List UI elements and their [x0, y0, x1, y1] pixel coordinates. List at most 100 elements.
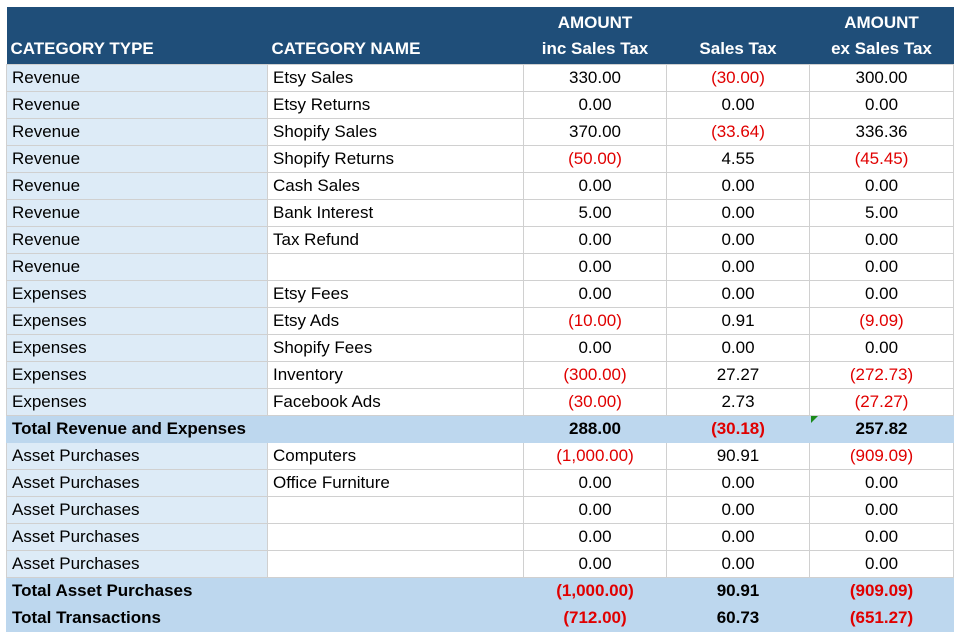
- amount-ex-tax-cell[interactable]: (27.27): [810, 389, 954, 416]
- amount-ex-tax-cell[interactable]: 0.00: [810, 254, 954, 281]
- amount-ex-tax-cell[interactable]: 0.00: [810, 335, 954, 362]
- amount-ex-tax-cell[interactable]: (909.09): [810, 443, 954, 470]
- sales-tax-cell[interactable]: 2.73: [667, 389, 810, 416]
- category-name-cell[interactable]: Computers: [268, 443, 524, 470]
- category-name-cell[interactable]: [268, 254, 524, 281]
- amount-ex-tax-cell[interactable]: 0.00: [810, 92, 954, 119]
- category-name-cell[interactable]: Etsy Returns: [268, 92, 524, 119]
- category-type-cell[interactable]: Revenue: [7, 200, 268, 227]
- header-amount-ex-tax[interactable]: AMOUNT ex Sales Tax: [810, 7, 954, 65]
- amount-inc-tax-cell[interactable]: (50.00): [524, 146, 667, 173]
- sales-tax-cell[interactable]: 0.00: [667, 254, 810, 281]
- category-type-cell[interactable]: Revenue: [7, 173, 268, 200]
- sales-tax-cell[interactable]: (30.18): [667, 416, 810, 443]
- category-type-cell[interactable]: Expenses: [7, 308, 268, 335]
- category-name-cell[interactable]: Etsy Ads: [268, 308, 524, 335]
- total-label-cell[interactable]: Total Asset Purchases: [7, 578, 524, 605]
- amount-ex-tax-cell[interactable]: 0.00: [810, 227, 954, 254]
- amount-inc-tax-cell[interactable]: (1,000.00): [524, 578, 667, 605]
- category-type-cell[interactable]: Revenue: [7, 65, 268, 92]
- amount-ex-tax-cell[interactable]: 0.00: [810, 524, 954, 551]
- category-name-cell[interactable]: [268, 551, 524, 578]
- total-label-cell[interactable]: Total Transactions: [7, 605, 524, 632]
- category-name-cell[interactable]: Etsy Fees: [268, 281, 524, 308]
- category-type-cell[interactable]: Expenses: [7, 335, 268, 362]
- category-type-cell[interactable]: Revenue: [7, 227, 268, 254]
- sales-tax-cell[interactable]: 0.91: [667, 308, 810, 335]
- category-name-cell[interactable]: Inventory: [268, 362, 524, 389]
- sales-tax-cell[interactable]: 0.00: [667, 497, 810, 524]
- category-name-cell[interactable]: Shopify Fees: [268, 335, 524, 362]
- category-type-cell[interactable]: Asset Purchases: [7, 524, 268, 551]
- amount-inc-tax-cell[interactable]: 0.00: [524, 524, 667, 551]
- category-type-cell[interactable]: Asset Purchases: [7, 470, 268, 497]
- category-type-cell[interactable]: Asset Purchases: [7, 551, 268, 578]
- category-name-cell[interactable]: Facebook Ads: [268, 389, 524, 416]
- category-name-cell[interactable]: [268, 497, 524, 524]
- amount-inc-tax-cell[interactable]: 0.00: [524, 497, 667, 524]
- category-type-cell[interactable]: Revenue: [7, 92, 268, 119]
- amount-inc-tax-cell[interactable]: 0.00: [524, 281, 667, 308]
- category-type-cell[interactable]: Revenue: [7, 119, 268, 146]
- amount-inc-tax-cell[interactable]: 370.00: [524, 119, 667, 146]
- sales-tax-cell[interactable]: 60.73: [667, 605, 810, 632]
- sales-tax-cell[interactable]: 0.00: [667, 227, 810, 254]
- category-name-cell[interactable]: Office Furniture: [268, 470, 524, 497]
- sales-tax-cell[interactable]: 0.00: [667, 92, 810, 119]
- amount-ex-tax-cell[interactable]: (272.73): [810, 362, 954, 389]
- category-name-cell[interactable]: Cash Sales: [268, 173, 524, 200]
- amount-ex-tax-cell[interactable]: 257.82: [810, 416, 954, 443]
- sales-tax-cell[interactable]: 0.00: [667, 551, 810, 578]
- category-type-cell[interactable]: Expenses: [7, 281, 268, 308]
- sales-tax-cell[interactable]: (30.00): [667, 65, 810, 92]
- amount-inc-tax-cell[interactable]: 0.00: [524, 254, 667, 281]
- sales-tax-cell[interactable]: 90.91: [667, 578, 810, 605]
- amount-ex-tax-cell[interactable]: 300.00: [810, 65, 954, 92]
- amount-ex-tax-cell[interactable]: 0.00: [810, 470, 954, 497]
- amount-inc-tax-cell[interactable]: 288.00: [524, 416, 667, 443]
- amount-ex-tax-cell[interactable]: 0.00: [810, 281, 954, 308]
- total-label-cell[interactable]: Total Revenue and Expenses: [7, 416, 524, 443]
- amount-inc-tax-cell[interactable]: 0.00: [524, 227, 667, 254]
- sales-tax-cell[interactable]: 4.55: [667, 146, 810, 173]
- amount-inc-tax-cell[interactable]: 0.00: [524, 470, 667, 497]
- amount-inc-tax-cell[interactable]: 0.00: [524, 551, 667, 578]
- amount-inc-tax-cell[interactable]: (1,000.00): [524, 443, 667, 470]
- sales-tax-cell[interactable]: 0.00: [667, 470, 810, 497]
- amount-ex-tax-cell[interactable]: 5.00: [810, 200, 954, 227]
- category-name-cell[interactable]: [268, 524, 524, 551]
- category-type-cell[interactable]: Asset Purchases: [7, 497, 268, 524]
- amount-ex-tax-cell[interactable]: 0.00: [810, 497, 954, 524]
- category-type-cell[interactable]: Expenses: [7, 389, 268, 416]
- amount-ex-tax-cell[interactable]: (651.27): [810, 605, 954, 632]
- header-amount-inc-tax[interactable]: AMOUNT inc Sales Tax: [524, 7, 667, 65]
- sales-tax-cell[interactable]: 0.00: [667, 200, 810, 227]
- sales-tax-cell[interactable]: 90.91: [667, 443, 810, 470]
- sales-tax-cell[interactable]: 0.00: [667, 524, 810, 551]
- sales-tax-cell[interactable]: (33.64): [667, 119, 810, 146]
- header-category-type[interactable]: CATEGORY TYPE: [7, 7, 268, 65]
- sales-tax-cell[interactable]: 0.00: [667, 281, 810, 308]
- amount-inc-tax-cell[interactable]: (10.00): [524, 308, 667, 335]
- amount-ex-tax-cell[interactable]: (909.09): [810, 578, 954, 605]
- category-type-cell[interactable]: Revenue: [7, 254, 268, 281]
- category-type-cell[interactable]: Revenue: [7, 146, 268, 173]
- amount-inc-tax-cell[interactable]: 330.00: [524, 65, 667, 92]
- amount-inc-tax-cell[interactable]: (30.00): [524, 389, 667, 416]
- amount-inc-tax-cell[interactable]: 0.00: [524, 335, 667, 362]
- amount-inc-tax-cell[interactable]: (300.00): [524, 362, 667, 389]
- amount-inc-tax-cell[interactable]: 5.00: [524, 200, 667, 227]
- amount-ex-tax-cell[interactable]: 0.00: [810, 551, 954, 578]
- header-sales-tax[interactable]: Sales Tax: [667, 7, 810, 65]
- amount-ex-tax-cell[interactable]: 336.36: [810, 119, 954, 146]
- category-name-cell[interactable]: Tax Refund: [268, 227, 524, 254]
- sales-tax-cell[interactable]: 0.00: [667, 335, 810, 362]
- category-name-cell[interactable]: Etsy Sales: [268, 65, 524, 92]
- amount-ex-tax-cell[interactable]: (45.45): [810, 146, 954, 173]
- category-type-cell[interactable]: Expenses: [7, 362, 268, 389]
- amount-inc-tax-cell[interactable]: 0.00: [524, 173, 667, 200]
- category-name-cell[interactable]: Shopify Returns: [268, 146, 524, 173]
- amount-ex-tax-cell[interactable]: 0.00: [810, 173, 954, 200]
- sales-tax-cell[interactable]: 27.27: [667, 362, 810, 389]
- header-category-name[interactable]: CATEGORY NAME: [268, 7, 524, 65]
